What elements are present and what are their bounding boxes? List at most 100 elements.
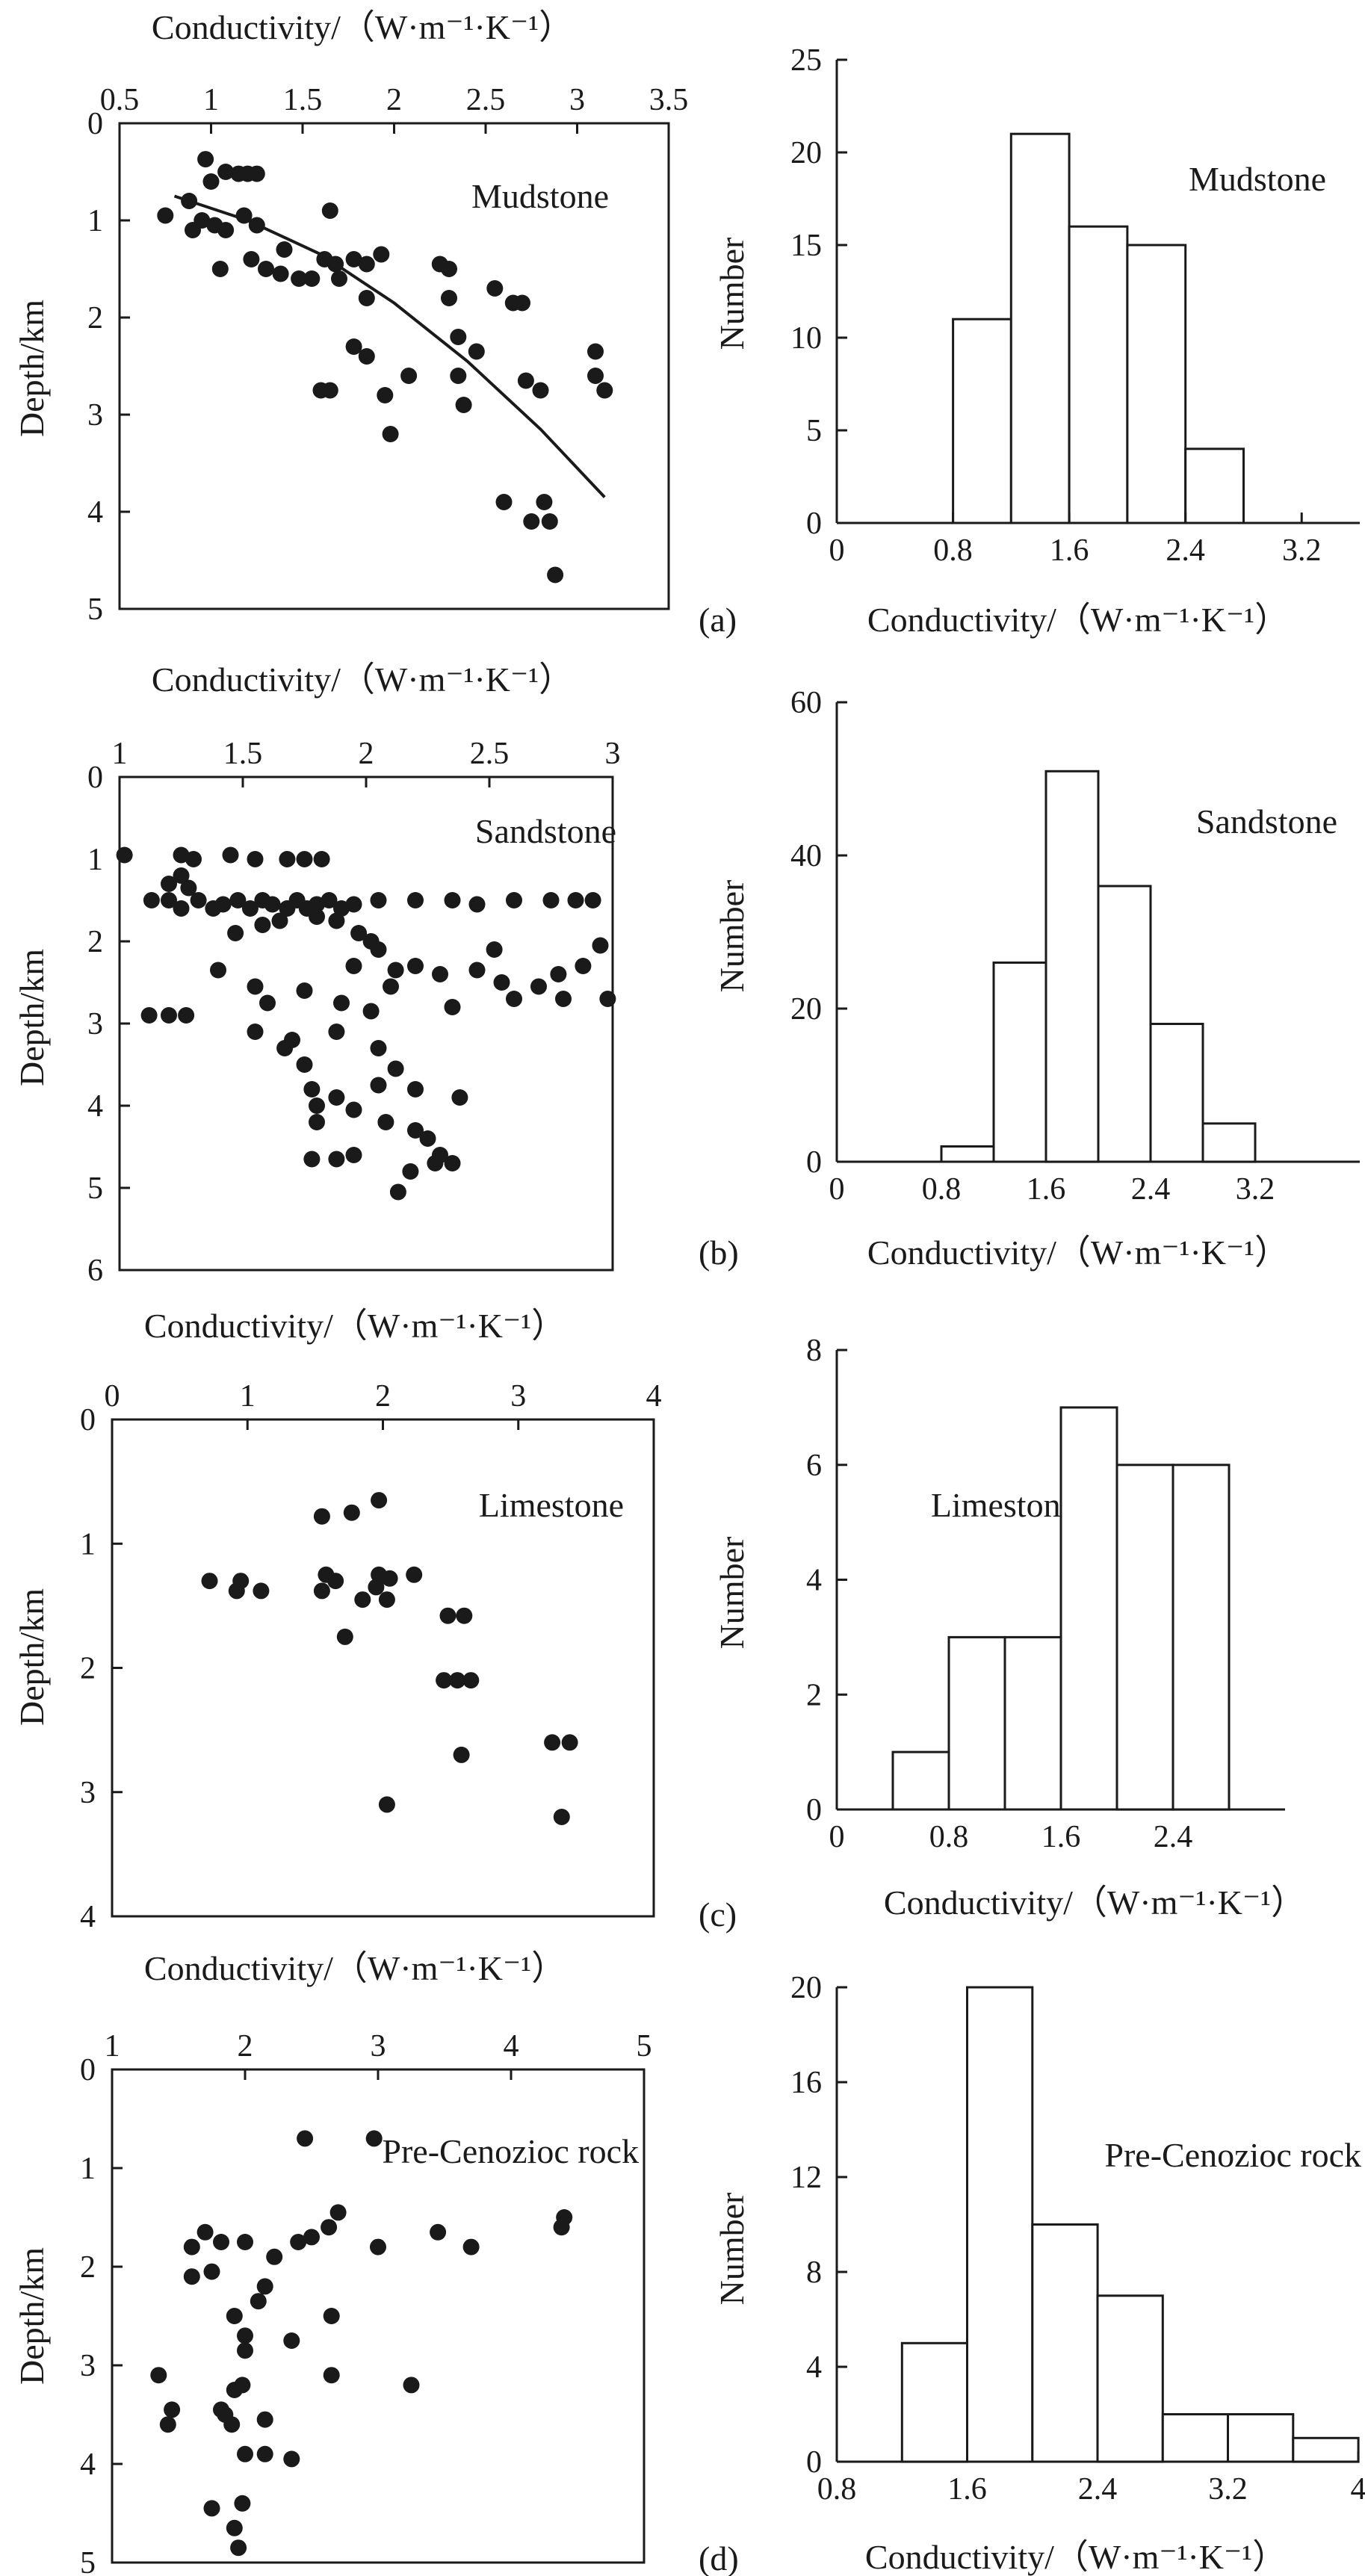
data-point bbox=[201, 1573, 218, 1590]
data-point bbox=[596, 382, 613, 399]
data-point bbox=[455, 397, 472, 413]
data-point bbox=[373, 246, 390, 263]
data-point bbox=[321, 202, 338, 219]
y-tick-label: 25 bbox=[790, 43, 822, 78]
histogram-bar bbox=[940, 1145, 995, 1163]
data-point bbox=[441, 261, 457, 277]
y-tick-label: 3 bbox=[87, 398, 103, 433]
histogram-bar bbox=[1126, 244, 1187, 524]
y-tick-label: 20 bbox=[790, 136, 822, 170]
histogram-bar bbox=[992, 962, 1047, 1163]
histogram-bar bbox=[1068, 225, 1129, 524]
data-point bbox=[530, 978, 547, 995]
data-point bbox=[181, 193, 198, 209]
scatter-panel-a: Conductivity/（W·m⁻¹·K⁻¹） Depth/km Mudsto… bbox=[13, 8, 688, 627]
data-point bbox=[430, 2223, 447, 2241]
histogram-b-ylabel: Number bbox=[713, 880, 751, 993]
data-point bbox=[243, 251, 260, 267]
data-point bbox=[266, 2248, 283, 2265]
y-tick-label: 3 bbox=[87, 1007, 103, 1041]
data-point bbox=[370, 2238, 386, 2255]
panel-label-d: (d) bbox=[699, 2539, 739, 2576]
x-tick-label: 1.6 bbox=[1041, 1820, 1081, 1854]
scatter-b-ylabel: Depth/km bbox=[13, 949, 51, 1086]
data-point bbox=[180, 879, 197, 897]
y-tick-label: 8 bbox=[806, 2255, 822, 2290]
data-point bbox=[407, 1122, 424, 1139]
histogram-bar bbox=[891, 1750, 950, 1811]
data-point bbox=[328, 1089, 345, 1106]
scatter-c-plot-area: 0 1 2 3 4 0 1 2 3 4 bbox=[80, 1379, 662, 1934]
y-tick-label: 20 bbox=[790, 992, 822, 1027]
data-point bbox=[331, 270, 347, 287]
data-point bbox=[313, 1582, 330, 1600]
x-tick-label: 2 bbox=[375, 1379, 391, 1414]
data-point bbox=[370, 1040, 387, 1056]
data-point bbox=[544, 1734, 561, 1751]
data-point bbox=[336, 1628, 353, 1645]
data-point bbox=[116, 846, 133, 864]
data-point bbox=[303, 1151, 321, 1168]
data-point bbox=[354, 1591, 371, 1609]
data-point bbox=[561, 1734, 578, 1751]
data-point bbox=[444, 999, 461, 1015]
data-point bbox=[226, 2519, 243, 2536]
panel-label-b: (b) bbox=[699, 1233, 739, 1272]
data-point bbox=[450, 368, 467, 384]
histogram-panel-d: (d) Conductivity/（W·m⁻¹·K⁻¹） Number Pre-… bbox=[699, 1971, 1365, 2576]
data-point bbox=[190, 892, 207, 908]
histogram-c-xlabel: Conductivity/（W·m⁻¹·K⁻¹） bbox=[884, 1883, 1305, 1922]
x-tick-label: 3 bbox=[569, 83, 585, 117]
x-tick-label: 1 bbox=[112, 737, 128, 771]
data-point bbox=[450, 329, 467, 345]
data-point bbox=[403, 2377, 420, 2394]
data-point bbox=[381, 1570, 398, 1587]
histogram-panel-a: (a) Conductivity/（W·m⁻¹·K⁻¹） Number Muds… bbox=[699, 43, 1360, 639]
histogram-panel-b: (b) Conductivity/（W·m⁻¹·K⁻¹） Number Sand… bbox=[699, 686, 1360, 1272]
histogram-bar bbox=[1184, 448, 1245, 524]
data-point bbox=[350, 925, 368, 941]
y-tick-label: 4 bbox=[806, 1564, 822, 1598]
data-point bbox=[202, 173, 220, 190]
histogram-a-rock-label: Mudstone bbox=[1189, 160, 1326, 198]
data-point bbox=[264, 896, 281, 913]
scatter-d-rock-label: Pre-Cenozioc rock bbox=[382, 2132, 639, 2170]
data-point bbox=[432, 966, 448, 982]
data-point bbox=[444, 892, 461, 908]
data-point bbox=[343, 1504, 360, 1521]
data-point bbox=[303, 2229, 320, 2246]
data-point bbox=[468, 962, 486, 979]
y-tick-label: 0 bbox=[806, 1145, 822, 1180]
data-point bbox=[297, 2130, 314, 2147]
x-tick-label: 2.4 bbox=[1166, 533, 1205, 568]
data-point bbox=[276, 1040, 294, 1056]
data-point bbox=[550, 966, 567, 982]
histogram-bar bbox=[1171, 1464, 1231, 1811]
data-point bbox=[313, 851, 330, 867]
data-point bbox=[370, 892, 387, 908]
data-point bbox=[402, 1163, 419, 1180]
scatter-a-plot-area: 0.5 1 1.5 2 2.5 3 3.5 0 1 2 3 4 5 bbox=[87, 83, 688, 627]
x-tick-label: 2 bbox=[359, 737, 374, 771]
histogram-c-ylabel: Number bbox=[713, 1537, 751, 1650]
data-point bbox=[400, 368, 418, 384]
histogram-d-xlabel: Conductivity/（W·m⁻¹·K⁻¹） bbox=[865, 2538, 1287, 2576]
x-tick-label: 1.5 bbox=[223, 737, 263, 771]
data-point bbox=[468, 343, 485, 360]
data-point bbox=[248, 217, 265, 234]
data-point bbox=[313, 1508, 330, 1525]
data-point bbox=[290, 2234, 307, 2250]
x-tick-label: 1 bbox=[105, 2029, 120, 2063]
data-point bbox=[296, 851, 313, 867]
histogram-a-xlabel: Conductivity/（W·m⁻¹·K⁻¹） bbox=[867, 601, 1289, 639]
y-tick-label: 1 bbox=[87, 843, 103, 877]
x-tick-label: 4 bbox=[504, 2029, 519, 2063]
data-point bbox=[161, 892, 177, 908]
y-tick-label: 0 bbox=[80, 2053, 96, 2087]
data-point bbox=[203, 2263, 220, 2280]
data-point bbox=[358, 290, 375, 306]
panel-label-a: (a) bbox=[699, 601, 737, 639]
data-point bbox=[237, 2327, 253, 2344]
histogram-bar bbox=[1097, 885, 1152, 1163]
